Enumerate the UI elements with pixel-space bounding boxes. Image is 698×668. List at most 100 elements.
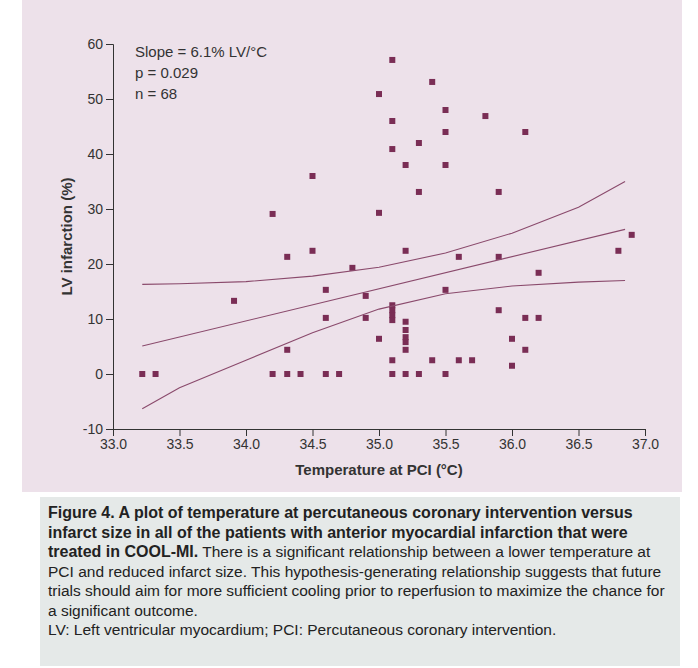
scatter-point bbox=[429, 357, 435, 363]
tick-mark bbox=[246, 429, 247, 436]
tick-label: 40 bbox=[87, 146, 103, 162]
tick-label: 36.0 bbox=[499, 436, 526, 452]
tick-mark bbox=[579, 429, 580, 436]
scatter-point bbox=[403, 371, 409, 377]
scatter-point bbox=[336, 371, 342, 377]
scatter-point bbox=[389, 371, 395, 377]
tick-mark bbox=[106, 44, 113, 45]
scatter-point bbox=[403, 339, 409, 345]
tick-label: 20 bbox=[87, 256, 103, 272]
scatter-point bbox=[522, 315, 528, 321]
scatter-point bbox=[469, 357, 475, 363]
scatter-point bbox=[284, 347, 290, 353]
annotation: n = 68 bbox=[135, 85, 177, 102]
scatter-point bbox=[443, 107, 449, 113]
scatter-point bbox=[376, 336, 382, 342]
tick-label: 50 bbox=[87, 91, 103, 107]
scatter-point bbox=[536, 315, 542, 321]
scatter-point bbox=[456, 357, 462, 363]
scatter-point bbox=[403, 162, 409, 168]
scatter-point bbox=[443, 162, 449, 168]
tick: 37.0 bbox=[632, 429, 659, 452]
tick-mark bbox=[106, 319, 113, 320]
tick-label: 60 bbox=[87, 36, 103, 52]
tick-mark bbox=[379, 429, 380, 436]
tick-mark bbox=[106, 154, 113, 155]
scatter-point bbox=[389, 146, 395, 152]
annotation: Slope = 6.1% LV/°C bbox=[135, 43, 267, 60]
tick: 20 bbox=[87, 256, 113, 272]
scatter-point bbox=[376, 210, 382, 216]
scatter-point bbox=[403, 327, 409, 333]
scatter-point bbox=[429, 79, 435, 85]
tick: 10 bbox=[87, 311, 113, 327]
scatter-point bbox=[284, 371, 290, 377]
tick: 35.5 bbox=[432, 429, 459, 452]
tick-label: 0 bbox=[95, 366, 103, 382]
tick: 0 bbox=[95, 366, 113, 382]
y-axis-title: LV infarction (%) bbox=[58, 177, 75, 295]
x-axis-title: Temperature at PCI (°C) bbox=[295, 461, 462, 478]
annotation: p = 0.029 bbox=[135, 64, 198, 81]
tick-mark bbox=[106, 209, 113, 210]
tick: 34.5 bbox=[299, 429, 326, 452]
scatter-point bbox=[323, 287, 329, 293]
tick: 36.5 bbox=[565, 429, 592, 452]
tick: 35.0 bbox=[366, 429, 393, 452]
scatter-point bbox=[629, 232, 635, 238]
tick-label: 34.5 bbox=[299, 436, 326, 452]
figure: 33.0 33.5 34.0 34.5 35.0 35.5 36.0 36.5 37.0 -10 0… bbox=[0, 0, 698, 668]
tick-label: 36.5 bbox=[565, 436, 592, 452]
scatter-point bbox=[443, 287, 449, 293]
scatter-point bbox=[615, 248, 621, 254]
scatter-point bbox=[456, 254, 462, 260]
caption-paragraph: Figure 4. A plot of temperature at percu… bbox=[48, 503, 672, 620]
tick: -10 bbox=[83, 421, 113, 437]
tick-label: 10 bbox=[87, 311, 103, 327]
tick-label: -10 bbox=[83, 421, 103, 437]
scatter-point bbox=[376, 91, 382, 97]
scatter-point bbox=[416, 371, 422, 377]
scatter-point bbox=[416, 189, 422, 195]
scatter-point bbox=[139, 371, 145, 377]
scatter-point bbox=[349, 265, 355, 271]
scatter-point bbox=[443, 371, 449, 377]
tick-mark bbox=[106, 374, 113, 375]
tick-label: 33.0 bbox=[100, 436, 127, 452]
y-axis: -10 0 10 20 30 40 50 60 bbox=[83, 36, 114, 437]
scatter-point bbox=[323, 371, 329, 377]
tick: 60 bbox=[87, 36, 113, 52]
tick: 36.0 bbox=[499, 429, 526, 452]
scatter-point bbox=[389, 317, 395, 323]
fit-line bbox=[142, 182, 625, 285]
tick-label: 34.0 bbox=[233, 436, 260, 452]
tick-mark bbox=[106, 99, 113, 100]
tick-label: 33.5 bbox=[166, 436, 193, 452]
scatter-point bbox=[231, 298, 237, 304]
tick: 30 bbox=[87, 201, 113, 217]
tick-label: 35.5 bbox=[432, 436, 459, 452]
tick-mark bbox=[113, 429, 114, 436]
plot-area bbox=[139, 57, 634, 409]
scatter-point bbox=[389, 57, 395, 63]
scatter-point bbox=[389, 357, 395, 363]
scatter-point bbox=[270, 211, 276, 217]
scatter-point bbox=[509, 336, 515, 342]
scatter-point bbox=[496, 307, 502, 313]
scatter-point bbox=[389, 118, 395, 124]
tick: 33.5 bbox=[166, 429, 193, 452]
tick-mark bbox=[446, 429, 447, 436]
scatter-point bbox=[270, 371, 276, 377]
scatter-point bbox=[522, 347, 528, 353]
x-axis: 33.0 33.5 34.0 34.5 35.0 35.5 36.0 36.5 37.0 bbox=[100, 429, 659, 452]
scatter-point bbox=[323, 315, 329, 321]
scatter-point bbox=[522, 129, 528, 135]
scatter-point bbox=[403, 347, 409, 353]
scatter-point bbox=[536, 270, 542, 276]
scatter-point bbox=[363, 315, 369, 321]
tick-mark bbox=[313, 429, 314, 436]
tick-mark bbox=[106, 429, 113, 430]
panel-background bbox=[22, 0, 682, 492]
scatter-point bbox=[416, 140, 422, 146]
tick-label: 37.0 bbox=[632, 436, 659, 452]
